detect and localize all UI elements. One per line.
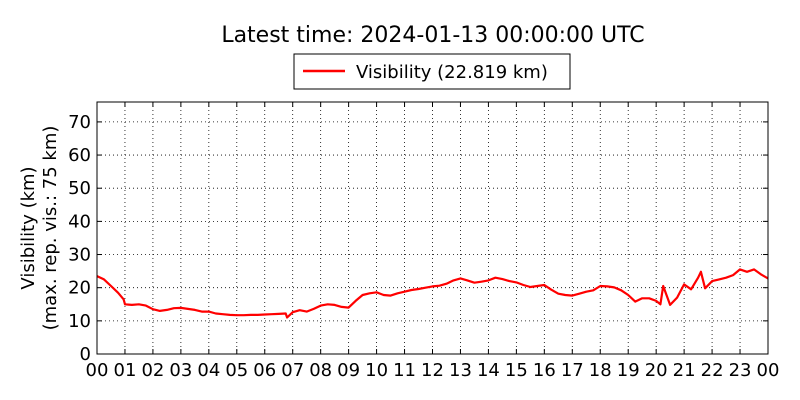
y-tick-label: 60 <box>68 145 91 166</box>
x-tick-label: 06 <box>253 360 276 381</box>
x-tick-label: 08 <box>309 360 332 381</box>
legend-label: Visibility (22.819 km) <box>356 62 548 83</box>
x-tick-label: 10 <box>365 360 388 381</box>
x-tick-label: 04 <box>197 360 220 381</box>
x-tick-label: 00 <box>86 360 109 381</box>
series-layer <box>96 268 769 319</box>
y-tick-label: 70 <box>68 112 91 133</box>
x-tick-label: 12 <box>421 360 444 381</box>
x-tick-label: 02 <box>141 360 164 381</box>
y-tick-label: 30 <box>68 245 91 266</box>
x-tick-label: 21 <box>673 360 696 381</box>
series-line-visibility <box>96 268 769 319</box>
chart-title: Latest time: 2024-01-13 00:00:00 UTC <box>221 23 644 48</box>
y-tick-label: 50 <box>68 178 91 199</box>
x-tick-label: 23 <box>729 360 752 381</box>
plot-frame <box>96 101 769 355</box>
x-tick-label: 15 <box>505 360 528 381</box>
x-tick-label: 11 <box>393 360 416 381</box>
y-tick-label: 10 <box>68 311 91 332</box>
y-axis: 0 10 20 30 40 50 60 70 <box>68 112 768 365</box>
x-tick-label: 09 <box>337 360 360 381</box>
legend: Visibility (22.819 km) <box>293 53 571 90</box>
x-tick-label: 14 <box>477 360 500 381</box>
x-tick-label: 22 <box>701 360 724 381</box>
x-tick-label: 01 <box>114 360 137 381</box>
x-axis: 00 01 02 03 04 05 06 07 08 09 10 11 12 13 14 15 16 17 18 19… <box>86 102 780 381</box>
x-tick-label: 07 <box>281 360 304 381</box>
x-tick-label: 03 <box>169 360 192 381</box>
x-tick-label: 20 <box>645 360 668 381</box>
grid <box>97 102 768 354</box>
y-axis-label: Visibility (km) (max. rep. vis.: 75 km) <box>18 126 61 331</box>
x-tick-label: 05 <box>225 360 248 381</box>
y-tick-label: 0 <box>80 344 91 365</box>
x-tick-label: 19 <box>617 360 640 381</box>
x-tick-label: 00 <box>757 360 780 381</box>
y-axis-label-line1: Visibility (km) <box>18 166 39 289</box>
y-axis-label-line2: (max. rep. vis.: 75 km) <box>40 126 61 331</box>
x-tick-label: 18 <box>589 360 612 381</box>
x-tick-label: 16 <box>533 360 556 381</box>
x-tick-label: 13 <box>449 360 472 381</box>
x-tick-label: 17 <box>561 360 584 381</box>
y-tick-label: 40 <box>68 211 91 232</box>
y-tick-label: 20 <box>68 278 91 299</box>
